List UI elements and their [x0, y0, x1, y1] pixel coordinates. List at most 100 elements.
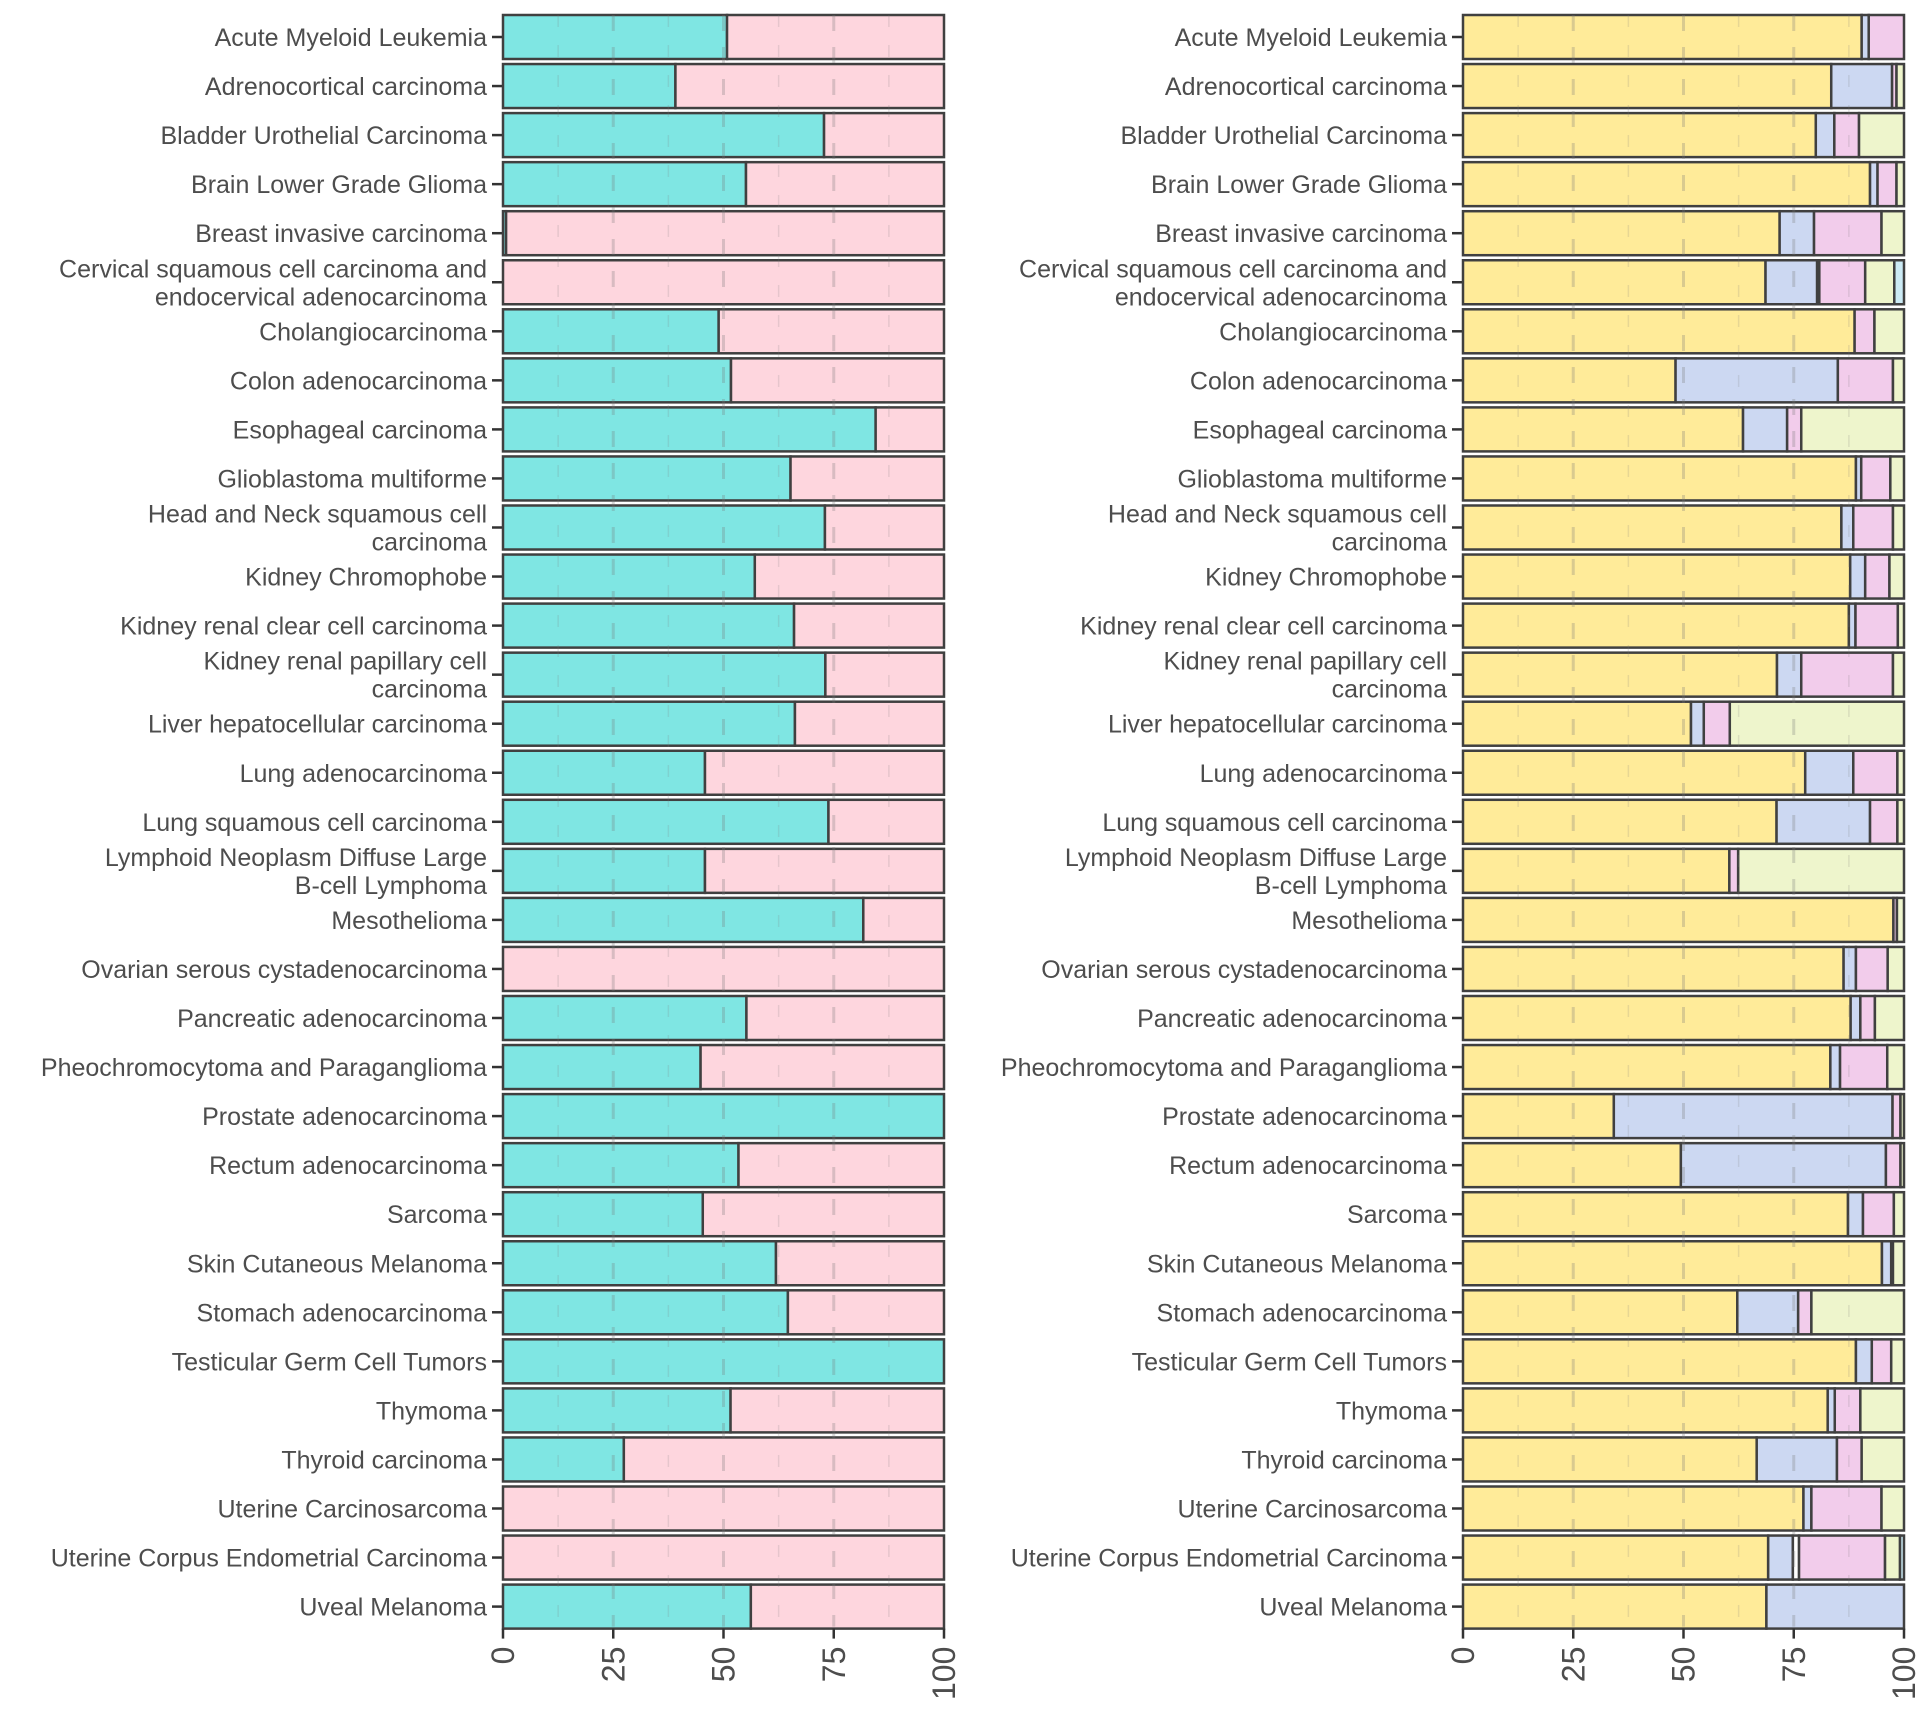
bar-segment-group-1: [501, 1240, 778, 1287]
y-tick-label: Uterine Corpus Endometrial Carcinoma: [1011, 1545, 1447, 1573]
bar-segment-blue: [1842, 945, 1858, 993]
bar-segment-pink: [1868, 798, 1899, 846]
bar-segment-group-1: [501, 111, 826, 159]
bar-segment-group-1: [501, 1190, 705, 1238]
bar-segment-group-2: [674, 62, 946, 110]
y-tick-label: Kidney renal clear cell carcinoma: [120, 613, 487, 641]
y-tick-label: Cholangiocarcinoma: [259, 318, 487, 346]
bar-segment-pink: [1863, 553, 1891, 600]
bar-segment-pink: [1835, 1436, 1863, 1483]
y-tick-label: Glioblastoma multiforme: [1177, 465, 1447, 493]
y-tick-label: Testicular Germ Cell Tumors: [172, 1348, 487, 1376]
bar-segment-group-1: [501, 62, 677, 110]
bar-segment-group-1: [501, 847, 707, 895]
y-tick-label: Kidney renal papillary cell carcinoma: [204, 648, 488, 704]
y-tick-label: Adrenocortical carcinoma: [1165, 73, 1447, 101]
bar-segment-group-2: [504, 209, 946, 257]
panel-right: Acute Myeloid Leukemia Adrenocortical car…: [1001, 13, 1920, 1700]
bar-segment-yellow: [1461, 798, 1778, 846]
bar-segment-group-1: [501, 602, 796, 649]
bar-segment-pink: [1852, 504, 1895, 551]
y-tick-label: Uterine Carcinosarcoma: [1177, 1496, 1447, 1524]
bar-segment-blue: [1765, 1583, 1906, 1630]
bar-segment-group-1: [501, 553, 757, 600]
bar-segment-yellow: [1461, 896, 1895, 944]
bar-segment-group-1: [501, 406, 877, 453]
bar-segment-pink: [1870, 1338, 1893, 1385]
bar-segment-pink: [1833, 1387, 1862, 1434]
bar-segment-group-2: [753, 553, 946, 600]
x-tick-label: 100: [926, 1647, 962, 1700]
bar-segment-group-1: [501, 700, 797, 747]
bar-segment-group-2: [745, 994, 946, 1042]
bar-segment-pink: [1833, 111, 1861, 159]
bar-segment-pink: [1852, 749, 1899, 796]
bar-segment-green: [1899, 1092, 1906, 1140]
y-tick-label: Pancreatic adenocarcinoma: [1137, 1005, 1447, 1033]
bar-segment-pink: [1799, 651, 1895, 698]
y-tick-label: Sarcoma: [1347, 1201, 1447, 1229]
y-tick-label: Ovarian serous cystadenocarcinoma: [81, 956, 487, 984]
bar-segment-blue: [1803, 749, 1855, 796]
bar-segment-group-2: [737, 1141, 946, 1189]
bar-segment-yellow: [1461, 945, 1845, 993]
bar-segment-green: [1799, 406, 1906, 453]
bar-segment-group-1: [501, 1436, 626, 1483]
bar-segment-yellow: [1461, 62, 1833, 110]
x-tick-label: 75: [1776, 1647, 1812, 1683]
bar-segment-green: [1899, 1141, 1906, 1189]
y-tick-label: Colon adenocarcinoma: [230, 367, 487, 395]
y-tick-label: Lung adenocarcinoma: [1200, 760, 1447, 788]
bar-segment-yellow: [1461, 357, 1677, 404]
bar-segment-yellow: [1461, 1436, 1758, 1483]
y-tick-label: Cholangiocarcinoma: [1219, 318, 1447, 346]
bar-segment-group-1: [501, 13, 729, 61]
bar-segment-green: [1859, 1387, 1906, 1434]
bar-segment-yellow: [1461, 700, 1693, 747]
y-tick-label: Cervical squamous cell carcinoma and endo…: [1019, 255, 1447, 311]
y-tick-label: Lung adenocarcinoma: [240, 760, 487, 788]
y-tick-label: Prostate adenocarcinoma: [202, 1103, 487, 1131]
y-tick-label: Sarcoma: [387, 1201, 487, 1229]
bar-segment-blue: [1766, 1534, 1795, 1581]
bar-segment-group-2: [774, 1240, 946, 1287]
y-tick-label: Testicular Germ Cell Tumors: [1132, 1348, 1447, 1376]
bar-segment-yellow: [1461, 602, 1851, 649]
bar-segment-green: [1863, 259, 1896, 306]
y-tick-label: Rectum adenocarcinoma: [209, 1152, 487, 1180]
bar-segment-pink: [1876, 160, 1898, 208]
bar-segment-blue: [1689, 700, 1706, 747]
y-tick-label: Thymoma: [1336, 1397, 1447, 1425]
y-tick-label: Stomach adenocarcinoma: [1157, 1299, 1448, 1327]
bar-segment-group-2: [729, 1387, 946, 1434]
y-tick-label: Mesothelioma: [331, 907, 487, 935]
bar-segment-group-1: [501, 1289, 790, 1336]
bar-segment-pink: [1854, 945, 1889, 993]
y-tick-label: Mesothelioma: [1291, 907, 1447, 935]
bar-segment-pink: [1859, 994, 1877, 1042]
x-tick-label: 25: [1555, 1647, 1591, 1683]
y-tick-label: Bladder Urothelial Carcinoma: [1120, 122, 1447, 150]
y-tick-label: Head and Neck squamous cell carcinoma: [1108, 501, 1447, 557]
bar-segment-yellow: [1461, 160, 1872, 208]
bar-segment-yellow: [1461, 1338, 1858, 1385]
bar-segment-green: [1891, 504, 1906, 551]
bar-segment-group-1: [501, 1583, 753, 1630]
y-tick-label: Prostate adenocarcinoma: [1162, 1103, 1447, 1131]
y-tick-label: Thymoma: [376, 1397, 487, 1425]
y-tick-label: Lymphoid Neoplasm Diffuse Large B-cell Ly…: [1065, 844, 1447, 900]
bar-segment-group-2: [749, 1583, 946, 1630]
y-tick-label: Lung squamous cell carcinoma: [142, 809, 487, 837]
bar-segment-group-2: [744, 160, 946, 208]
y-tick-label: Skin Cutaneous Melanoma: [187, 1250, 487, 1278]
y-tick-label: Pancreatic adenocarcinoma: [177, 1005, 487, 1033]
y-tick-label: Kidney renal clear cell carcinoma: [1080, 613, 1447, 641]
y-tick-label: Uveal Melanoma: [299, 1594, 487, 1622]
bar-segment-pink: [1867, 13, 1906, 61]
bar-segment-yellow: [1461, 847, 1731, 895]
bar-segment-yellow: [1461, 1240, 1884, 1287]
y-tick-label: Lung squamous cell carcinoma: [1102, 809, 1447, 837]
bar-segment-group-1: [501, 798, 830, 846]
bar-segment-group-1: [501, 1043, 702, 1091]
